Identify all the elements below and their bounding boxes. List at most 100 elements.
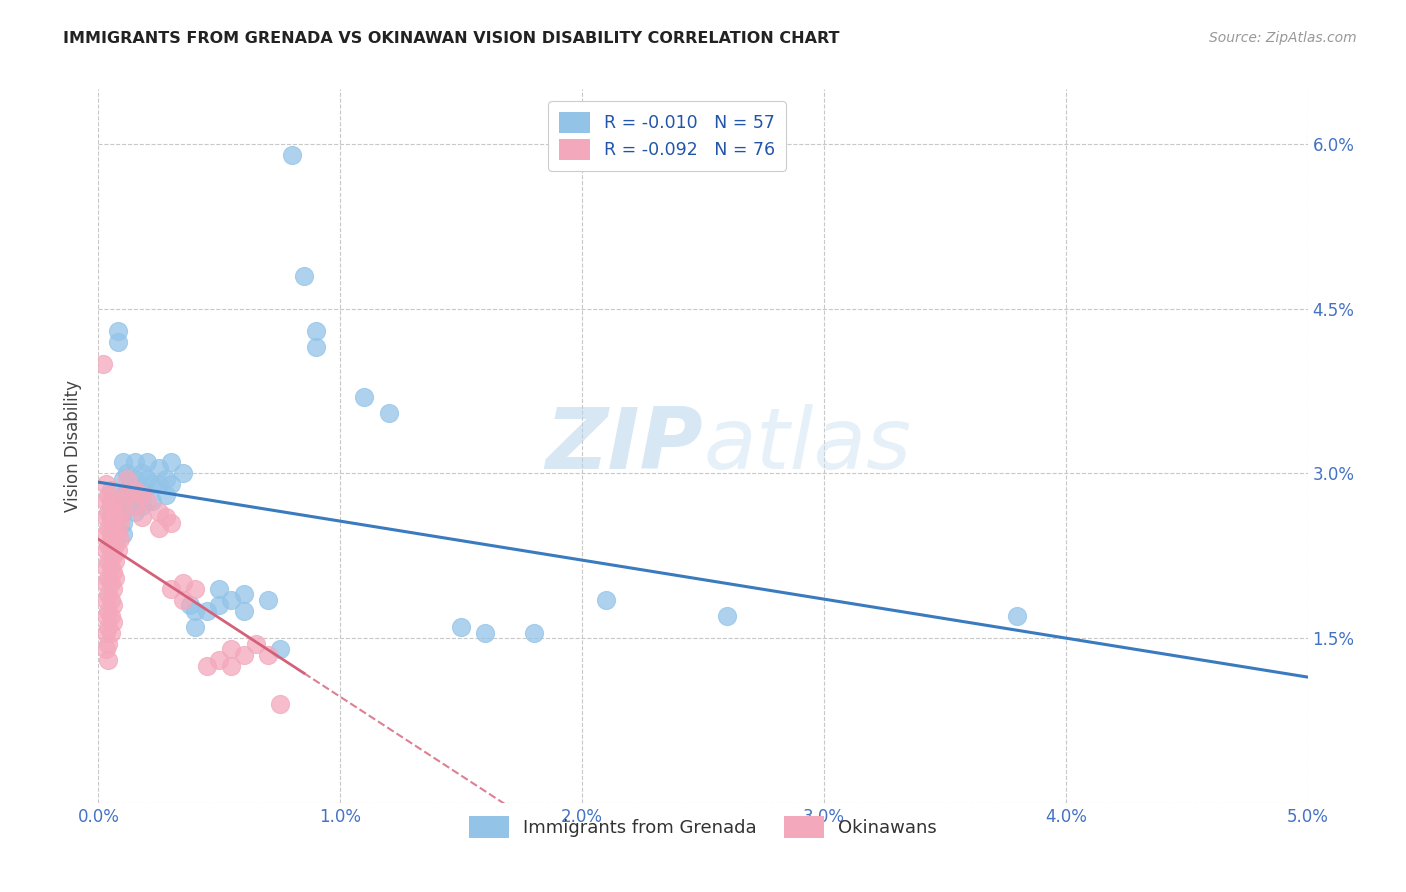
Point (101, 615, 124, 629)
Point (94, 642, 117, 657)
Point (94, 526, 117, 541)
Point (135, 455, 157, 469)
Point (97, 587, 120, 601)
Point (94, 559, 117, 574)
Point (108, 533, 131, 547)
Point (148, 477, 170, 491)
Text: atlas: atlas (703, 404, 911, 488)
Point (94, 543, 117, 558)
Point (281, 148, 304, 162)
Point (141, 494, 163, 508)
Point (221, 592, 243, 607)
Point (100, 559, 122, 574)
Point (100, 483, 122, 497)
Point (104, 538, 127, 552)
Point (172, 467, 194, 481)
Point (160, 516, 183, 530)
Point (101, 582, 124, 596)
Point (221, 642, 243, 657)
Point (100, 592, 122, 607)
Point (305, 340, 328, 354)
Point (148, 521, 170, 535)
Point (160, 455, 183, 469)
Point (97, 538, 120, 552)
Point (160, 477, 183, 491)
Point (195, 658, 218, 673)
Point (97, 637, 120, 651)
Point (100, 576, 122, 591)
Point (172, 576, 194, 591)
Y-axis label: Vision Disability: Vision Disability (65, 380, 83, 512)
Point (97, 505, 120, 519)
Point (155, 472, 177, 486)
Point (117, 472, 139, 486)
Point (208, 653, 231, 667)
Point (124, 488, 146, 502)
Point (101, 533, 124, 547)
Point (523, 625, 546, 640)
Point (256, 648, 278, 662)
Point (131, 467, 153, 481)
Point (100, 526, 122, 541)
Point (716, 609, 738, 624)
Point (108, 516, 131, 530)
Point (100, 494, 122, 508)
Point (111, 472, 134, 486)
Point (195, 604, 218, 618)
Point (97, 554, 120, 568)
Point (450, 620, 472, 634)
Point (104, 571, 127, 585)
Point (377, 406, 399, 420)
Point (172, 592, 194, 607)
Point (94, 477, 117, 491)
Point (179, 598, 201, 612)
Point (135, 472, 157, 486)
Point (97, 488, 120, 502)
Point (107, 334, 129, 349)
Point (124, 455, 146, 469)
Point (184, 582, 207, 596)
Point (141, 477, 163, 491)
Point (117, 500, 139, 514)
Point (111, 455, 134, 469)
Point (155, 488, 177, 502)
Point (184, 620, 207, 634)
Point (148, 505, 170, 519)
Point (117, 483, 139, 497)
Point (100, 500, 122, 514)
Point (117, 467, 139, 481)
Point (131, 483, 153, 497)
Point (256, 592, 278, 607)
Point (232, 604, 254, 618)
Point (107, 324, 129, 338)
Point (100, 510, 122, 524)
Point (160, 582, 183, 596)
Point (148, 461, 170, 475)
Text: ZIP: ZIP (546, 404, 703, 488)
Text: Source: ZipAtlas.com: Source: ZipAtlas.com (1209, 31, 1357, 45)
Point (269, 697, 291, 711)
Point (124, 472, 146, 486)
Point (269, 642, 291, 657)
Legend: Immigrants from Grenada, Okinawans: Immigrants from Grenada, Okinawans (460, 807, 946, 847)
Text: IMMIGRANTS FROM GRENADA VS OKINAWAN VISION DISABILITY CORRELATION CHART: IMMIGRANTS FROM GRENADA VS OKINAWAN VISI… (63, 31, 839, 46)
Point (474, 625, 496, 640)
Point (107, 543, 129, 558)
Point (124, 500, 146, 514)
Point (232, 587, 254, 601)
Point (292, 268, 315, 283)
Point (94, 576, 117, 591)
Point (1007, 609, 1029, 624)
Point (94, 494, 117, 508)
Point (107, 510, 129, 524)
Point (131, 488, 153, 502)
Point (117, 488, 139, 502)
Point (101, 566, 124, 580)
Point (100, 625, 122, 640)
Point (91, 357, 114, 371)
Point (208, 582, 231, 596)
Point (111, 516, 134, 530)
Point (124, 483, 146, 497)
Point (101, 598, 124, 612)
Point (94, 510, 117, 524)
